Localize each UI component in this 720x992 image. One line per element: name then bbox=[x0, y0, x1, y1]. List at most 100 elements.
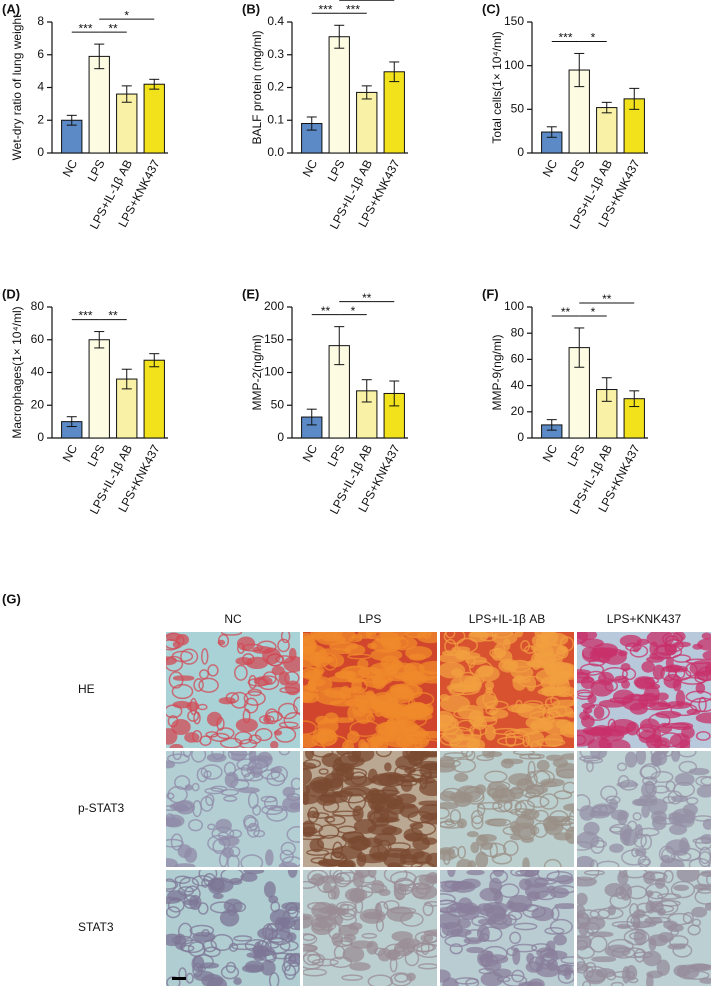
tissue bbox=[185, 972, 194, 984]
tissue bbox=[596, 860, 620, 867]
tissue bbox=[375, 751, 392, 758]
tissue bbox=[280, 632, 291, 644]
tissue bbox=[463, 675, 483, 693]
tissue bbox=[631, 912, 641, 920]
panel-label: (A) bbox=[2, 1, 20, 16]
tissue bbox=[217, 639, 226, 646]
tissue bbox=[616, 781, 639, 788]
tissue bbox=[398, 938, 420, 950]
tissue bbox=[384, 762, 392, 772]
bar bbox=[143, 359, 165, 439]
panel-label: (F) bbox=[482, 286, 499, 301]
tissue bbox=[374, 709, 384, 717]
tissue bbox=[475, 851, 489, 867]
micrograph bbox=[166, 632, 300, 748]
y-axis-label: MMP-2(ng/ml) bbox=[250, 334, 264, 410]
tissue bbox=[560, 956, 574, 965]
tissue bbox=[390, 683, 423, 700]
tissue bbox=[492, 870, 505, 877]
tissue bbox=[265, 937, 291, 954]
tissue bbox=[304, 751, 315, 760]
y-tick-label: 0 bbox=[37, 145, 44, 159]
tissue bbox=[281, 959, 300, 977]
tissue bbox=[174, 875, 191, 884]
tissue bbox=[309, 838, 325, 853]
tissue bbox=[227, 854, 240, 867]
tissue bbox=[691, 918, 702, 927]
tissue bbox=[667, 790, 683, 805]
y-tick-label: 0 bbox=[277, 430, 284, 444]
bar bbox=[88, 55, 110, 154]
tissue bbox=[608, 798, 619, 811]
tissue bbox=[527, 760, 536, 779]
tissue bbox=[577, 956, 586, 970]
tissue bbox=[491, 852, 513, 865]
tissue bbox=[526, 795, 550, 808]
tissue bbox=[349, 635, 363, 643]
x-tick-label: NC bbox=[300, 442, 321, 464]
tissue bbox=[440, 893, 456, 906]
tissue bbox=[604, 883, 625, 897]
micrograph bbox=[577, 870, 711, 986]
tissue bbox=[642, 871, 666, 881]
tissue bbox=[577, 734, 587, 746]
tissue bbox=[467, 860, 477, 867]
tissue bbox=[579, 711, 591, 721]
tissue bbox=[270, 765, 289, 783]
tissue bbox=[638, 730, 656, 744]
tissue bbox=[204, 787, 225, 795]
tissue bbox=[693, 815, 711, 822]
tissue bbox=[612, 970, 636, 979]
tissue bbox=[290, 777, 300, 791]
tissue bbox=[230, 691, 249, 709]
tissue bbox=[341, 974, 363, 981]
tissue bbox=[640, 833, 653, 850]
tissue bbox=[668, 935, 689, 948]
y-tick-label: 100 bbox=[504, 299, 524, 313]
tissue bbox=[554, 820, 573, 826]
tissue bbox=[455, 733, 481, 741]
tissue bbox=[278, 862, 298, 867]
tissue bbox=[621, 667, 637, 681]
tissue bbox=[505, 732, 517, 747]
tissue bbox=[579, 663, 605, 676]
y-tick-label: 50 bbox=[511, 102, 525, 116]
micrograph bbox=[303, 632, 437, 748]
tissue bbox=[303, 791, 310, 806]
tissue bbox=[223, 761, 237, 777]
tissue bbox=[663, 751, 674, 757]
significance-label: ** bbox=[362, 0, 372, 3]
tissue bbox=[347, 730, 360, 744]
tissue bbox=[166, 838, 184, 848]
tissue bbox=[235, 718, 258, 733]
tissue bbox=[555, 705, 568, 717]
tissue bbox=[665, 780, 676, 792]
tissue bbox=[489, 647, 507, 659]
tissue bbox=[207, 664, 219, 677]
x-tick-label: NC bbox=[540, 157, 561, 179]
tissue bbox=[390, 871, 417, 887]
tissue bbox=[675, 689, 686, 708]
tissue bbox=[166, 858, 179, 867]
tissue bbox=[463, 937, 483, 945]
tissue bbox=[374, 947, 385, 956]
micrograph bbox=[166, 751, 300, 867]
tissue bbox=[171, 683, 194, 700]
tissue bbox=[621, 849, 647, 866]
tissue bbox=[583, 821, 600, 836]
tissue bbox=[205, 794, 215, 806]
tissue bbox=[609, 843, 624, 853]
tissue bbox=[546, 754, 564, 761]
tissue bbox=[657, 931, 675, 943]
tissue bbox=[316, 729, 338, 746]
tissue bbox=[662, 722, 690, 729]
y-tick-label: 0 bbox=[37, 430, 44, 444]
tissue bbox=[604, 944, 631, 958]
tissue bbox=[577, 689, 594, 700]
tissue bbox=[597, 907, 624, 920]
panel-label: (G) bbox=[2, 591, 21, 606]
y-axis-label: MMP-9(ng/ml) bbox=[490, 334, 504, 410]
tissue bbox=[593, 705, 605, 720]
tissue bbox=[287, 953, 300, 968]
